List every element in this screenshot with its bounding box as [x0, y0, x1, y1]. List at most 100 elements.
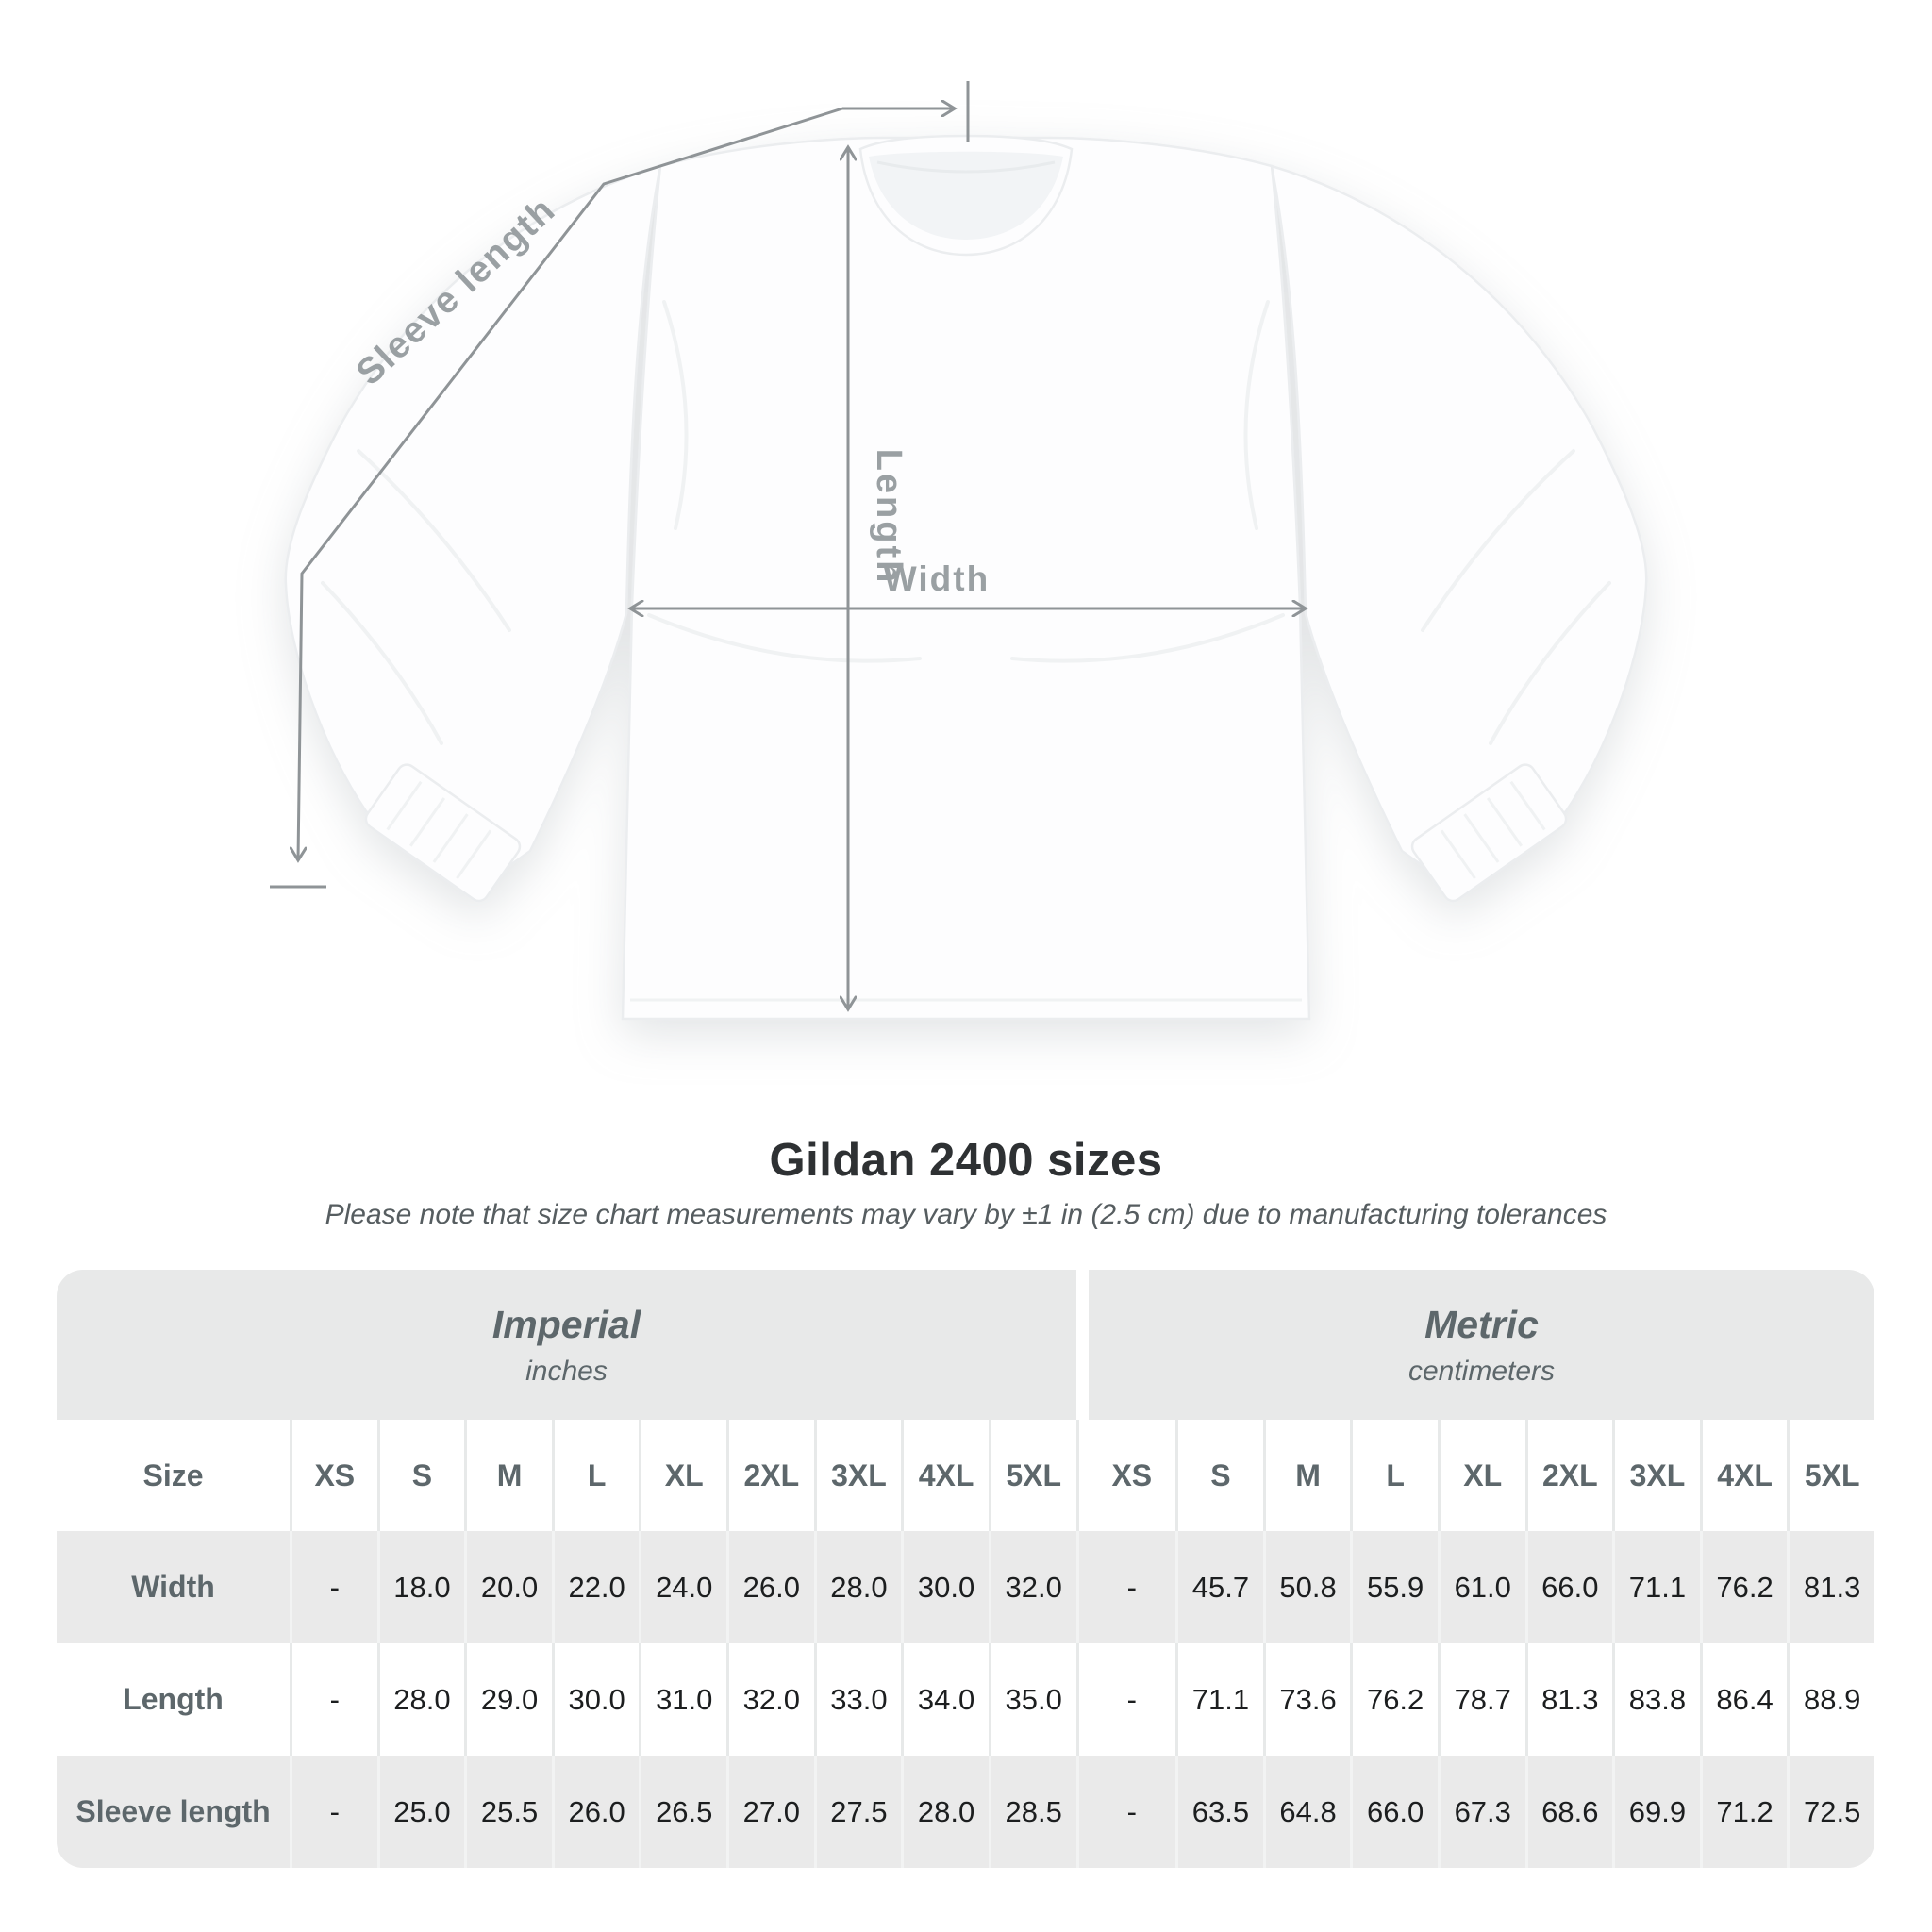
- metric-size-header-2XL: 2XL: [1524, 1420, 1613, 1531]
- shirt-measurement-diagram: Sleeve length Length Width: [270, 81, 1649, 1021]
- sleeve-length-line: [298, 107, 843, 860]
- imperial-value: 25.0: [376, 1756, 465, 1868]
- imperial-value: 30.0: [551, 1643, 640, 1756]
- metric-value: 69.9: [1612, 1756, 1700, 1868]
- metric-value: 63.5: [1175, 1756, 1263, 1868]
- size-table-rows: Size XS S M L XL 2XL 3XL 4XL 5XL XS S M L XL 2XL 3XL 4XL 5…: [57, 1420, 1874, 1868]
- size-table: Imperial inches Metric centimeters Size X…: [57, 1270, 1874, 1868]
- imperial-value: -: [290, 1531, 377, 1643]
- imperial-size-header-4XL: 4XL: [901, 1420, 989, 1531]
- table-row: Length -28.0 29.0 30.0 31.0 32.0 33.0 34.0 35.0-…: [57, 1643, 1874, 1756]
- row-label: Width: [57, 1531, 290, 1643]
- imperial-value: -: [290, 1643, 377, 1756]
- imperial-value: 25.5: [464, 1756, 552, 1868]
- imperial-value: 28.0: [376, 1643, 465, 1756]
- section-gap: [1075, 1756, 1089, 1868]
- imperial-value: -: [290, 1756, 377, 1868]
- unit-band-row: Imperial inches Metric centimeters: [57, 1270, 1874, 1420]
- metric-size-header-L: L: [1350, 1420, 1438, 1531]
- page-title: Gildan 2400 sizes: [769, 1135, 1163, 1186]
- metric-title: Metric: [1424, 1302, 1539, 1346]
- imperial-value: 27.5: [813, 1756, 902, 1868]
- imperial-value: 28.0: [901, 1756, 989, 1868]
- imperial-value: 34.0: [901, 1643, 989, 1756]
- imperial-value: 30.0: [901, 1531, 989, 1643]
- imperial-value: 32.0: [726, 1643, 814, 1756]
- metric-size-header-5XL: 5XL: [1787, 1420, 1874, 1531]
- metric-value: 88.9: [1787, 1643, 1874, 1756]
- metric-value: 55.9: [1350, 1531, 1438, 1643]
- metric-value: 81.3: [1787, 1531, 1874, 1643]
- imperial-title: Imperial: [491, 1302, 641, 1346]
- imperial-band: Imperial inches: [57, 1270, 1076, 1420]
- imperial-size-header-3XL: 3XL: [813, 1420, 902, 1531]
- imperial-value: 28.5: [988, 1756, 1076, 1868]
- metric-value: 86.4: [1699, 1643, 1788, 1756]
- metric-size-header-4XL: 4XL: [1699, 1420, 1788, 1531]
- imperial-value: 28.0: [813, 1531, 902, 1643]
- metric-size-header-S: S: [1175, 1420, 1263, 1531]
- metric-size-header-XS: XS: [1088, 1420, 1176, 1531]
- metric-value: 83.8: [1612, 1643, 1700, 1756]
- imperial-value: 20.0: [464, 1531, 552, 1643]
- metric-value: 64.8: [1262, 1756, 1351, 1868]
- shirt-collar: [858, 134, 1074, 257]
- imperial-size-header-XS: XS: [290, 1420, 377, 1531]
- imperial-value: 32.0: [988, 1531, 1076, 1643]
- imperial-size-header-5XL: 5XL: [988, 1420, 1076, 1531]
- metric-value: 72.5: [1787, 1756, 1874, 1868]
- row-label: Length: [57, 1643, 290, 1756]
- section-gap: [1075, 1643, 1089, 1756]
- metric-value: 73.6: [1262, 1643, 1351, 1756]
- metric-value: 81.3: [1524, 1643, 1613, 1756]
- imperial-size-header-M: M: [464, 1420, 552, 1531]
- section-gap: [1075, 1531, 1089, 1643]
- size-column-header: Size: [57, 1420, 290, 1531]
- imperial-size-header-XL: XL: [639, 1420, 727, 1531]
- metric-value: 66.0: [1350, 1756, 1438, 1868]
- table-row: Width -18.0 20.0 22.0 24.0 26.0 28.0 30.0 32.0-4…: [57, 1531, 1874, 1643]
- imperial-size-header-S: S: [376, 1420, 465, 1531]
- section-gap: [1075, 1420, 1089, 1531]
- metric-value: 76.2: [1350, 1643, 1438, 1756]
- metric-size-header-M: M: [1262, 1420, 1351, 1531]
- imperial-value: 35.0: [988, 1643, 1076, 1756]
- page-subtitle: Please note that size chart measurements…: [325, 1199, 1607, 1230]
- metric-size-header-XL: XL: [1437, 1420, 1525, 1531]
- imperial-value: 24.0: [639, 1531, 727, 1643]
- metric-value: 68.6: [1524, 1756, 1613, 1868]
- metric-unit: centimeters: [1407, 1355, 1556, 1387]
- imperial-value: 31.0: [639, 1643, 727, 1756]
- length-label: Length: [869, 449, 908, 586]
- metric-size-header-3XL: 3XL: [1612, 1420, 1700, 1531]
- imperial-size-header-2XL: 2XL: [726, 1420, 814, 1531]
- metric-value: 66.0: [1524, 1531, 1613, 1643]
- imperial-value: 26.5: [639, 1756, 727, 1868]
- imperial-unit: inches: [525, 1355, 608, 1387]
- imperial-value: 33.0: [813, 1643, 902, 1756]
- metric-value: 71.1: [1612, 1531, 1700, 1643]
- shirt-illustration: [283, 134, 1649, 1021]
- shirt-body: [621, 136, 1311, 1021]
- imperial-value: 22.0: [551, 1531, 640, 1643]
- metric-value: 45.7: [1175, 1531, 1263, 1643]
- imperial-value: 26.0: [551, 1756, 640, 1868]
- measurement-lines: [270, 81, 1306, 1009]
- metric-value: 67.3: [1437, 1756, 1525, 1868]
- metric-value: 61.0: [1437, 1531, 1525, 1643]
- metric-value: -: [1088, 1756, 1176, 1868]
- imperial-value: 29.0: [464, 1643, 552, 1756]
- metric-band: Metric centimeters: [1089, 1270, 1874, 1420]
- table-row: Size XS S M L XL 2XL 3XL 4XL 5XL XS S M L XL 2XL 3XL 4XL 5…: [57, 1420, 1874, 1531]
- metric-value: 50.8: [1262, 1531, 1351, 1643]
- metric-value: 71.2: [1699, 1756, 1788, 1868]
- row-label: Sleeve length: [57, 1756, 290, 1868]
- width-label: Width: [884, 559, 990, 598]
- imperial-value: 18.0: [376, 1531, 465, 1643]
- table-row: Sleeve length -25.0 25.5 26.0 26.5 27.0 27.5 28…: [57, 1756, 1874, 1868]
- imperial-value: 26.0: [726, 1531, 814, 1643]
- imperial-value: 27.0: [726, 1756, 814, 1868]
- metric-value: -: [1088, 1531, 1176, 1643]
- band-gap: [1076, 1270, 1089, 1420]
- metric-value: 76.2: [1699, 1531, 1788, 1643]
